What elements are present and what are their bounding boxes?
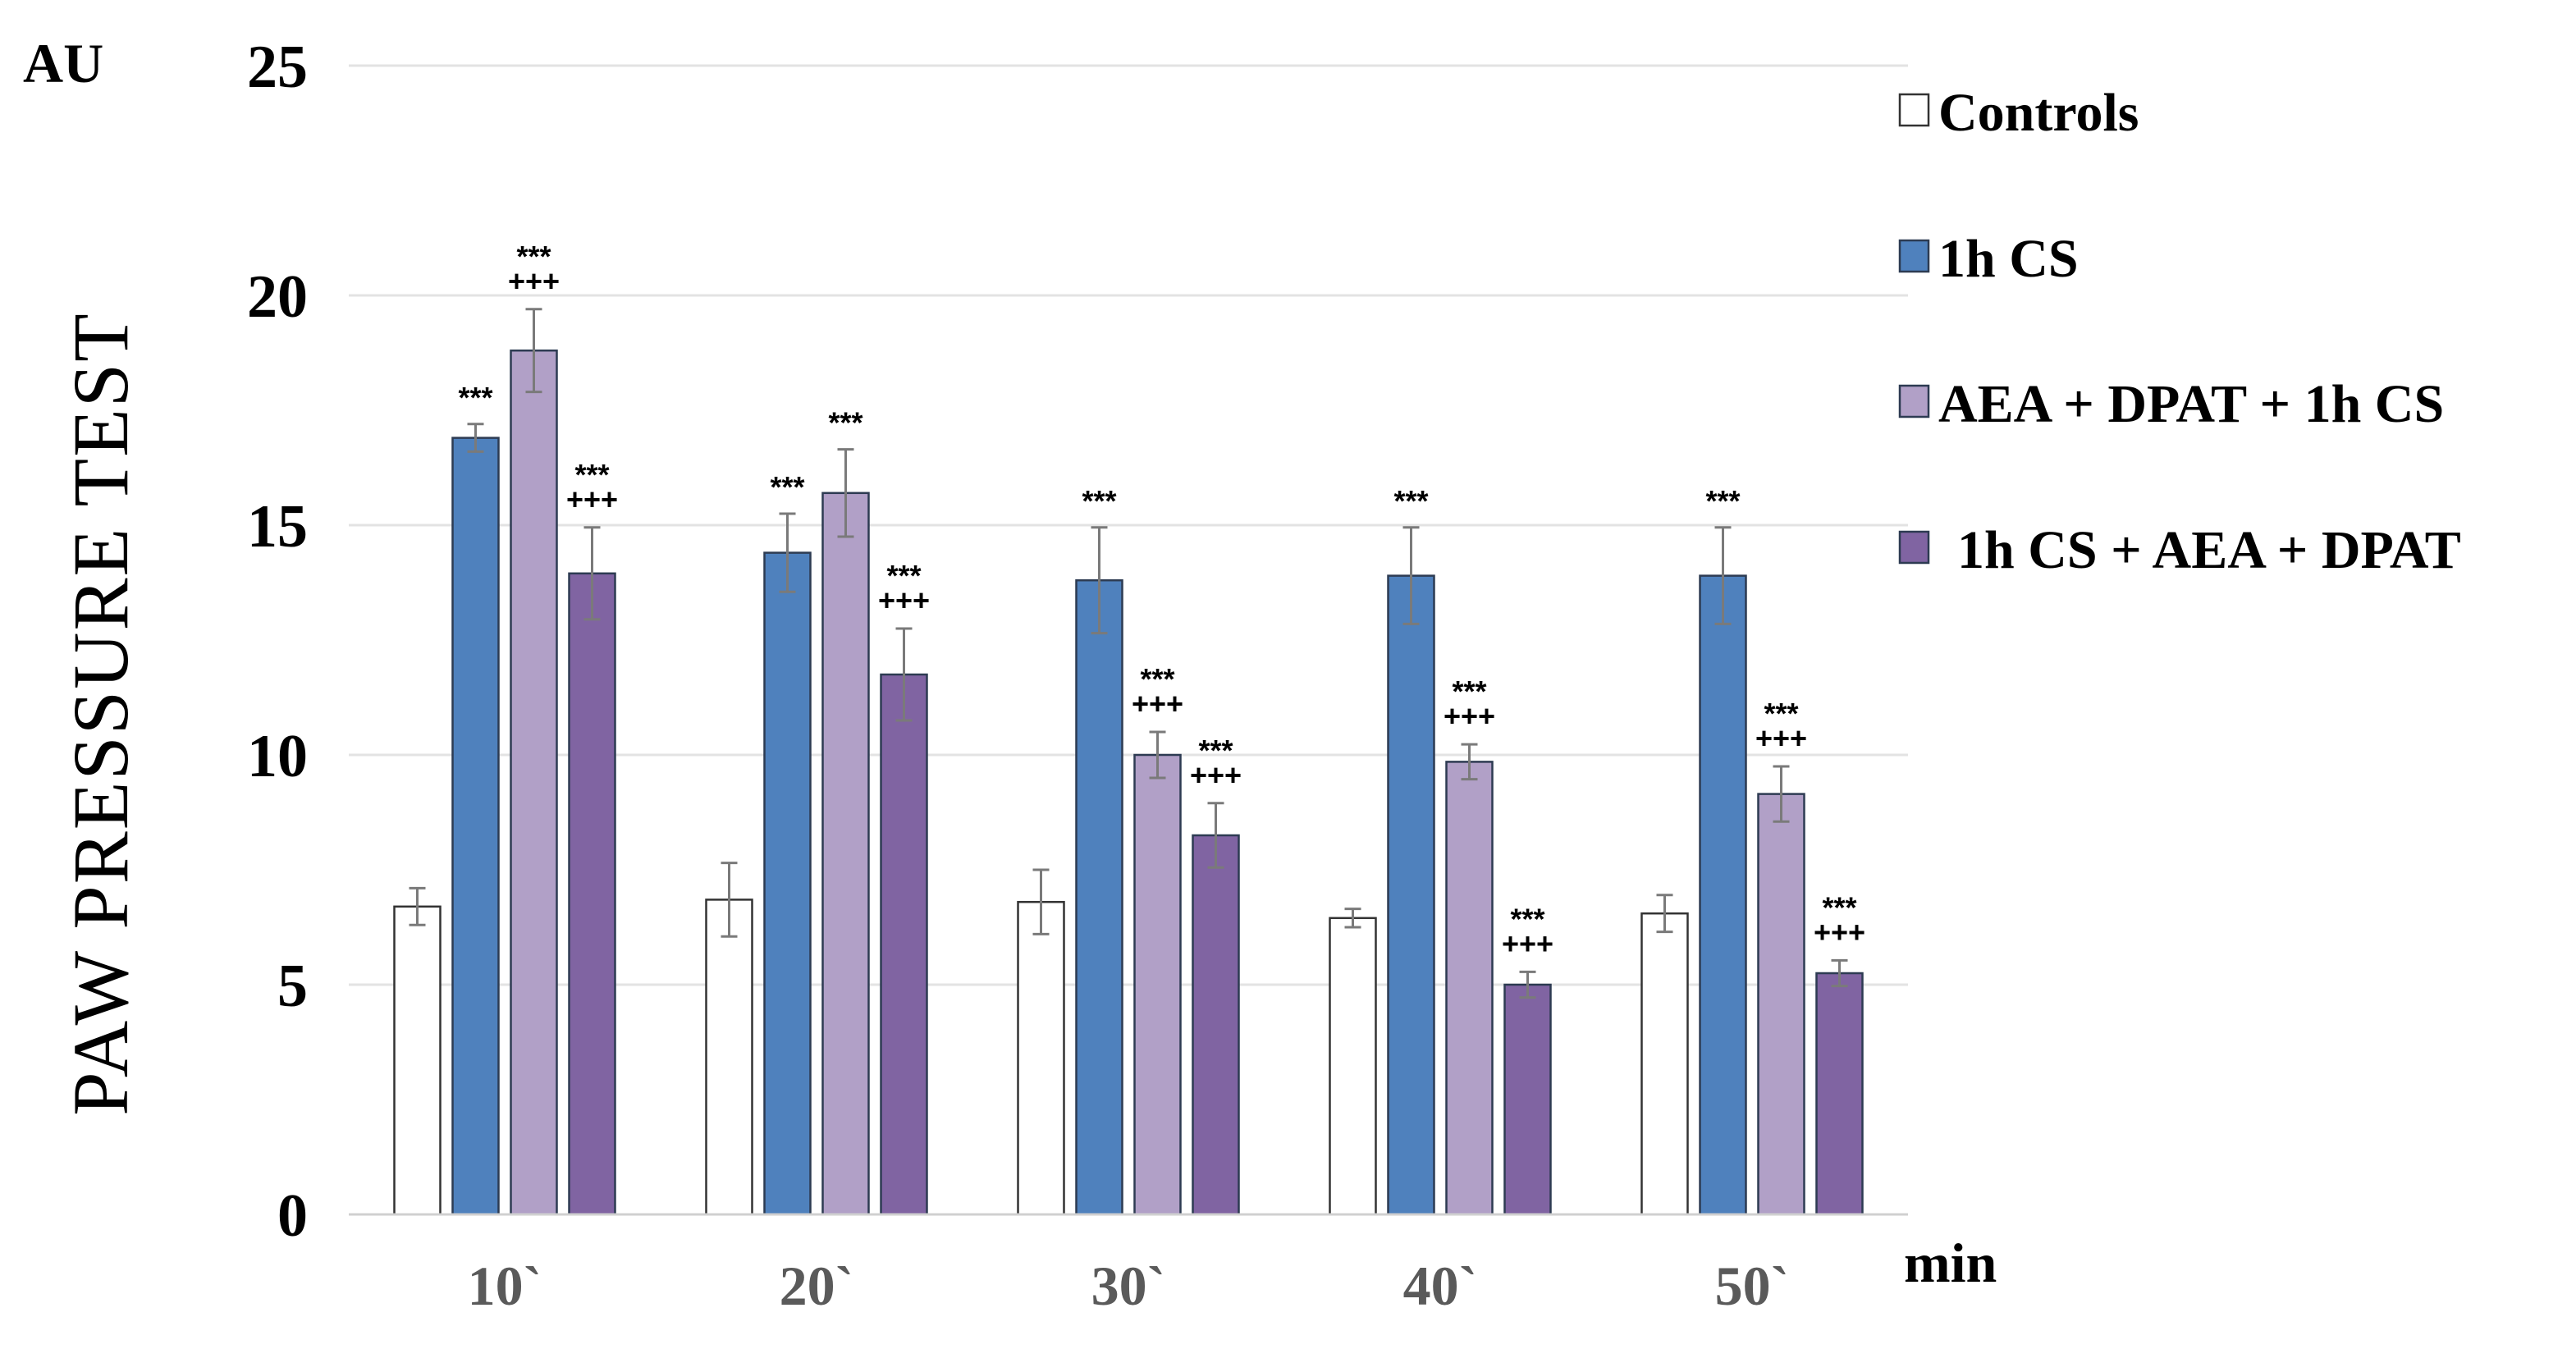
bar-3-5: [1757, 793, 1805, 1216]
x-axis-unit: min: [1904, 1232, 1997, 1294]
x-tick-label: 30`: [1091, 1255, 1166, 1317]
x-tick-label: 40`: [1403, 1255, 1478, 1317]
sig-plus: +++: [1502, 926, 1553, 960]
sig-plus: +++: [566, 482, 618, 516]
sig-plus: +++: [1190, 758, 1242, 792]
bar-1-1: [393, 905, 442, 1216]
legend-swatch: [1898, 239, 1930, 273]
bar-2-4: [1387, 574, 1435, 1216]
legend-label: 1h CS: [1938, 229, 2079, 289]
legend: Controls 1h CS AEA + DPAT + 1h CS 1h CS + A…: [1898, 83, 2461, 580]
bar-2-1: [451, 437, 500, 1216]
sig-star: ***: [1082, 484, 1116, 518]
sig-star: ***: [1822, 890, 1856, 924]
y-axis-title: PAW PRESSURE TEST: [57, 312, 144, 1116]
sig-star: ***: [1140, 662, 1174, 696]
sig-star: ***: [828, 406, 862, 440]
sig-plus: +++: [1132, 687, 1183, 720]
bar-3-2: [821, 492, 870, 1216]
bar-2-3: [1075, 578, 1123, 1216]
sig-plus: +++: [508, 264, 560, 298]
sig-star: ***: [886, 559, 921, 592]
bar-4-3: [1192, 834, 1240, 1216]
y-axis-unit: AU: [23, 32, 103, 94]
sig-plus: +++: [1755, 721, 1807, 755]
sig-star: ***: [1198, 734, 1233, 767]
sig-star: ***: [1764, 697, 1798, 730]
y-tick-label: 10: [247, 723, 308, 790]
sig-star: ***: [1393, 484, 1428, 518]
y-tick-label: 25: [247, 34, 308, 101]
significance-labels: ***+++***+++*** ******+++******+++***+++*…: [458, 240, 1865, 961]
sig-star: ***: [574, 458, 609, 492]
y-tick-label: 0: [277, 1182, 308, 1250]
bar-1-4: [1329, 917, 1377, 1216]
bar-1-5: [1640, 912, 1689, 1216]
bar-3-3: [1133, 753, 1182, 1216]
y-tick-label: 5: [277, 953, 308, 1020]
bar-4-2: [880, 673, 928, 1216]
legend-swatch: [1898, 93, 1930, 127]
sig-star: ***: [1510, 902, 1544, 935]
bar-2-5: [1699, 574, 1747, 1216]
sig-star: ***: [458, 381, 492, 414]
sig-star: ***: [516, 240, 551, 273]
x-tick-label: 10`: [468, 1255, 542, 1317]
legend-label: AEA + DPAT + 1h CS: [1938, 374, 2444, 434]
legend-swatch: [1898, 384, 1930, 418]
legend-swatch: [1898, 530, 1930, 565]
sig-star: ***: [1452, 674, 1486, 708]
bar-1-2: [705, 899, 753, 1216]
y-tick-label: 15: [247, 493, 308, 560]
sig-plus: +++: [1814, 915, 1865, 949]
sig-plus: +++: [1444, 699, 1495, 733]
x-tick-label: 20`: [780, 1255, 854, 1317]
bar-3-1: [510, 349, 558, 1216]
legend-label: Controls: [1938, 83, 2139, 143]
bars: [393, 308, 1864, 1216]
sig-star: ***: [770, 470, 804, 504]
bar-2-2: [763, 551, 812, 1216]
bar-4-1: [568, 572, 616, 1216]
sig-star: ***: [1705, 484, 1740, 518]
bar-3-4: [1445, 761, 1494, 1216]
y-tick-label: 20: [247, 263, 308, 331]
bar-1-3: [1017, 900, 1065, 1216]
sig-plus: +++: [878, 583, 930, 617]
legend-label: 1h CS + AEA + DPAT: [1957, 520, 2461, 580]
x-tick-label: 50`: [1715, 1255, 1790, 1317]
bar-4-5: [1815, 972, 1864, 1216]
bar-4-4: [1503, 983, 1552, 1216]
axes: 0 5 10 15 20 25 10` 20` 30` 40` 50`: [247, 34, 1908, 1317]
